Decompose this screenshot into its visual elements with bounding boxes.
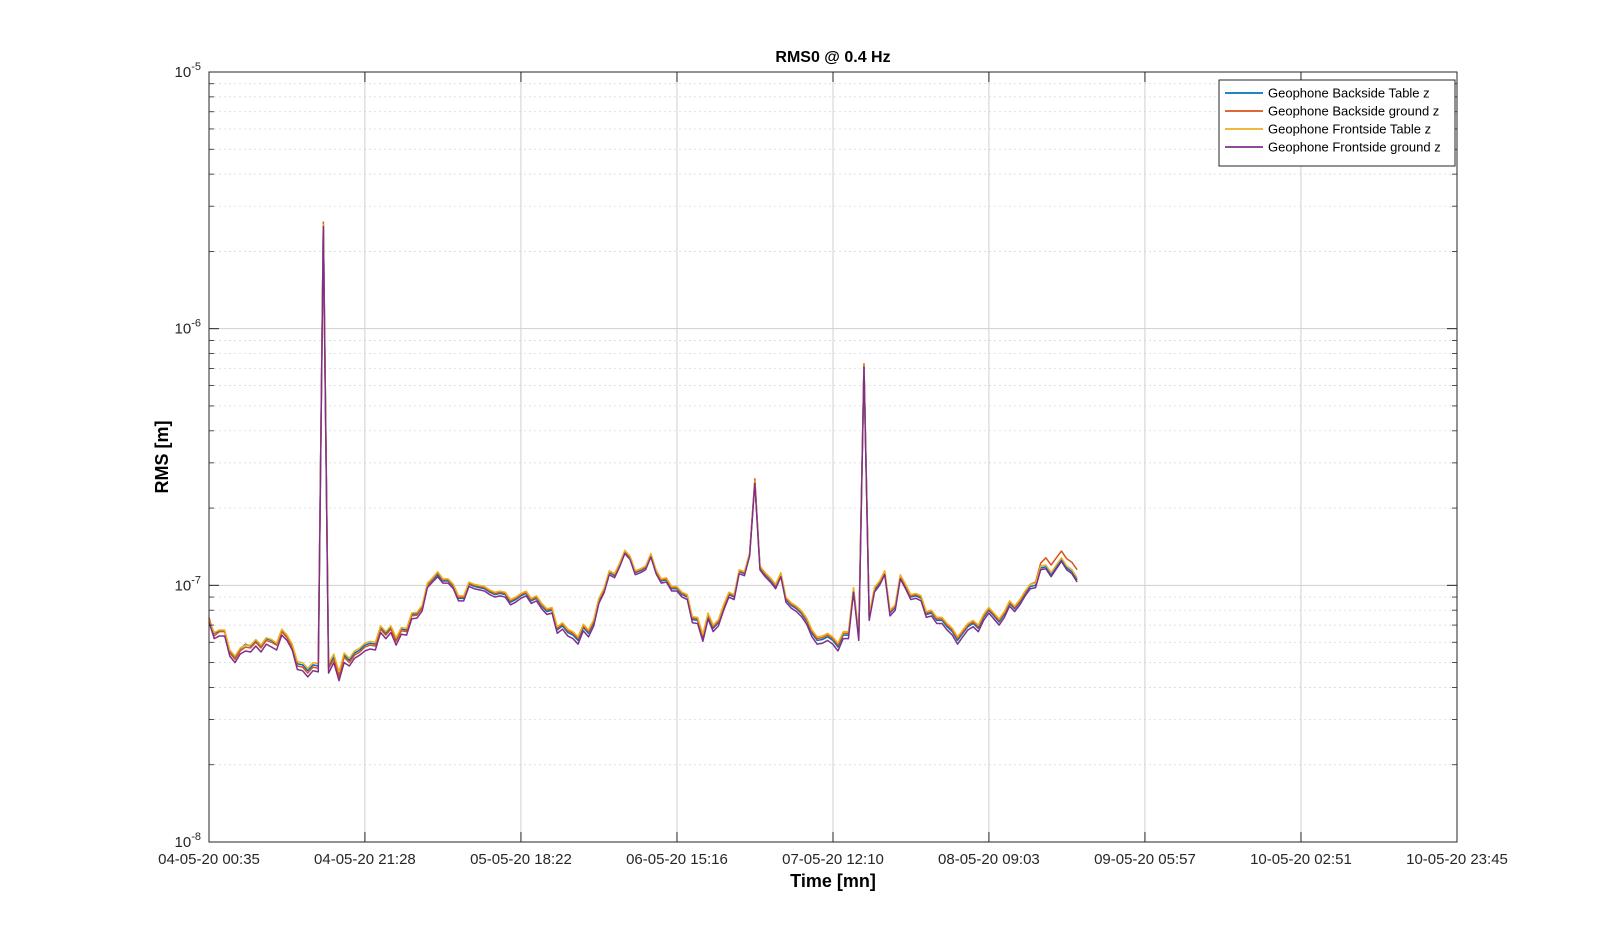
x-tick-label: 05-05-20 18:22: [470, 851, 572, 868]
y-tick-labels: 10-8 10-7 10-6 10-5: [175, 61, 201, 851]
y-tick-label: 10-6: [175, 318, 201, 338]
x-tick-labels: 04-05-20 00:35 04-05-20 21:28 05-05-20 18:…: [158, 851, 1508, 868]
legend-box: [1218, 79, 1456, 167]
legend-item[interactable]: Geophone Backside Table z: [1225, 86, 1430, 101]
y-tick-label: 10-8: [175, 831, 201, 851]
legend-item[interactable]: Geophone Backside ground z: [1225, 104, 1439, 119]
y-tick-label: 10-7: [175, 574, 201, 594]
x-axis-label: Time [mn]: [790, 871, 876, 891]
legend-item[interactable]: Geophone Frontside Table z: [1225, 122, 1431, 137]
legend-label: Geophone Backside ground z: [1268, 104, 1439, 119]
series-line-4: [208, 225, 1078, 682]
legend-label: Geophone Backside Table z: [1268, 86, 1430, 101]
series-line-3: [208, 223, 1078, 673]
x-tick-label: 09-05-20 05:57: [1094, 851, 1196, 868]
y-axis-label: RMS [m]: [152, 421, 172, 494]
axis-ticks: [208, 71, 1458, 843]
svg-text:10-6: 10-6: [175, 318, 201, 338]
legend-label: Geophone Frontside Table z: [1268, 122, 1431, 137]
svg-text:10-7: 10-7: [175, 574, 201, 594]
svg-text:10-5: 10-5: [175, 61, 201, 81]
x-tick-label: 04-05-20 21:28: [314, 851, 416, 868]
series-lines: [208, 221, 1078, 682]
x-tick-label: 06-05-20 15:16: [626, 851, 728, 868]
legend-item[interactable]: Geophone Frontside ground z: [1225, 140, 1441, 155]
y-tick-label: 10-5: [175, 61, 201, 81]
x-tick-label: 04-05-20 00:35: [158, 851, 260, 868]
series-line-1: [208, 223, 1078, 676]
legend-label: Geophone Frontside ground z: [1268, 140, 1441, 155]
x-tick-label: 08-05-20 09:03: [938, 851, 1040, 868]
svg-text:10-8: 10-8: [175, 831, 201, 851]
chart-title: RMS0 @ 0.4 Hz: [775, 49, 890, 66]
legend[interactable]: Geophone Backside Table z Geophone Backsi…: [1218, 79, 1456, 167]
x-tick-label: 07-05-20 12:10: [782, 851, 884, 868]
x-tick-label: 10-05-20 23:45: [1406, 851, 1508, 868]
x-tick-label: 10-05-20 02:51: [1250, 851, 1352, 868]
series-line-2: [208, 221, 1078, 678]
